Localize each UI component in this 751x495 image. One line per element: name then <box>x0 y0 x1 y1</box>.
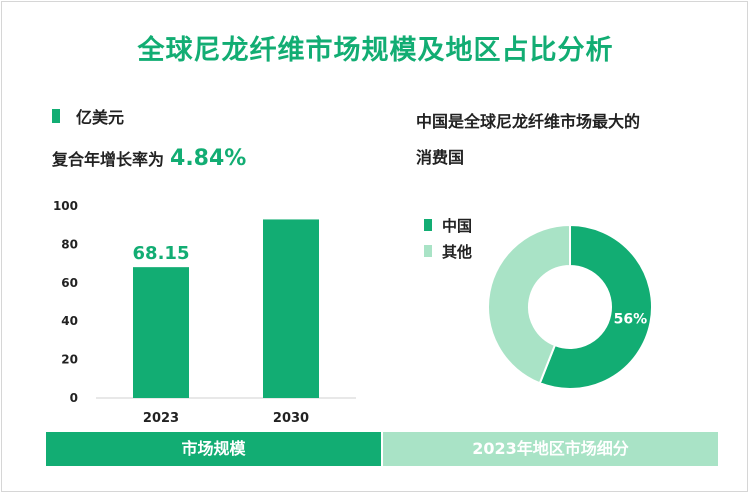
band-market-size: 市场规模 <box>46 432 381 466</box>
donut-legend: 中国 其他 <box>424 212 472 264</box>
x-tick-label: 2023 <box>143 411 179 426</box>
bar-chart: 0 20 40 60 80 100 2023 68.15 2030 <box>53 199 356 426</box>
legend-swatch-china <box>424 219 432 231</box>
legend-label-china: 中国 <box>442 216 473 235</box>
region-note-line2: 消费国 <box>416 148 465 167</box>
y-tick-label: 40 <box>61 314 78 328</box>
donut-slice-label: 56% <box>614 312 648 328</box>
y-tick-label: 100 <box>53 199 78 213</box>
region-note-line1: 中国是全球尼龙纤维市场最大的 <box>416 112 641 131</box>
unit-legend-label: 亿美元 <box>76 108 125 127</box>
cagr-value: 4.84% <box>170 146 247 171</box>
donut-slice-1 <box>487 223 571 385</box>
cagr-text: 复合年增长率为 4.84% <box>52 146 246 171</box>
y-tick-label: 20 <box>61 353 78 367</box>
region-note: 中国是全球尼龙纤维市场最大的 消费国 <box>416 104 716 176</box>
donut-chart: 56% <box>487 223 653 390</box>
y-tick-label: 0 <box>70 391 78 405</box>
unit-legend: 亿美元 <box>52 104 124 128</box>
x-tick-label: 2030 <box>273 411 309 426</box>
page-title: 全球尼龙纤维市场规模及地区占比分析 <box>137 35 614 66</box>
legend-swatch-other <box>424 245 432 257</box>
band-region-breakdown: 2023年地区市场细分 <box>383 432 718 466</box>
legend-item-china: 中国 <box>424 212 472 238</box>
bar-2023 <box>133 267 189 398</box>
bar-2030 <box>263 219 319 398</box>
legend-swatch <box>52 109 60 123</box>
cagr-label: 复合年增长率为 <box>52 150 165 169</box>
legend-item-other: 其他 <box>424 238 472 264</box>
y-tick-label: 80 <box>61 237 78 251</box>
y-tick-label: 60 <box>61 276 78 290</box>
donut-slice-0 <box>538 223 653 390</box>
legend-label-other: 其他 <box>442 242 473 261</box>
bar-data-label: 68.15 <box>133 243 190 264</box>
